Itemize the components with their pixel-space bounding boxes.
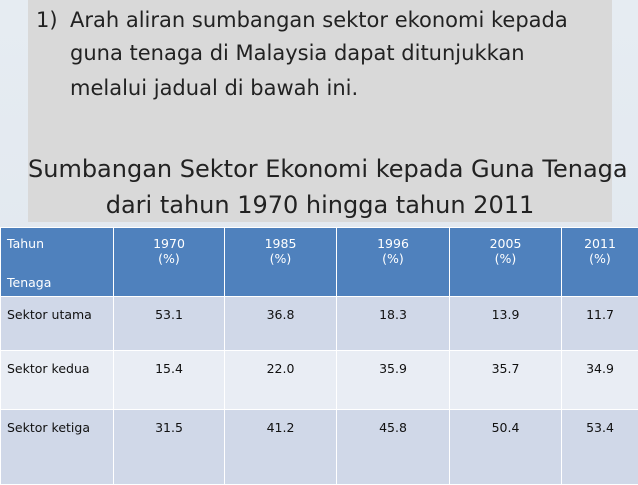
cell-value: 50.4 xyxy=(450,410,562,485)
cell-value: 41.2 xyxy=(225,410,337,485)
column-unit: (%) xyxy=(450,251,561,266)
column-header: 1970(%) xyxy=(114,228,225,297)
column-header: 2005(%) xyxy=(450,228,562,297)
cell-value: 11.7 xyxy=(562,297,638,351)
column-year: 2005 xyxy=(450,236,561,251)
column-year: 1970 xyxy=(114,236,224,251)
cell-value: 15.4 xyxy=(114,351,225,410)
cell-value: 36.8 xyxy=(225,297,337,351)
column-header: 1996(%) xyxy=(337,228,450,297)
column-header: 2011(%) xyxy=(562,228,638,297)
cell-value: 35.9 xyxy=(337,351,450,410)
cell-value: 31.5 xyxy=(114,410,225,485)
cell-value: 45.8 xyxy=(337,410,450,485)
cell-value: 53.1 xyxy=(114,297,225,351)
question-box xyxy=(28,0,612,222)
heading-line: Sumbangan Sektor Ekonomi kepada Guna Ten… xyxy=(28,155,612,183)
heading-line: dari tahun 1970 hingga tahun 2011 xyxy=(28,191,612,219)
row-label: Sektor kedua xyxy=(1,351,114,410)
column-unit: (%) xyxy=(337,251,449,266)
column-unit: (%) xyxy=(114,251,224,266)
question-line: melalui jadual di bawah ini. xyxy=(70,76,358,100)
column-unit: (%) xyxy=(225,251,336,266)
header-row: Tahun Tenaga 1970(%)1985(%)1996(%)2005(%… xyxy=(1,228,638,297)
row-label: Sektor utama xyxy=(1,297,114,351)
column-year: 1985 xyxy=(225,236,336,251)
column-unit: (%) xyxy=(562,251,638,266)
question-line: guna tenaga di Malaysia dapat ditunjukka… xyxy=(70,41,525,65)
corner-top: Tahun xyxy=(7,236,44,251)
question-number: 1) xyxy=(36,8,58,32)
row-label: Sektor ketiga xyxy=(1,410,114,485)
cell-value: 35.7 xyxy=(450,351,562,410)
column-header: 1985(%) xyxy=(225,228,337,297)
column-year: 1996 xyxy=(337,236,449,251)
corner-bottom: Tenaga xyxy=(7,275,51,290)
cell-value: 18.3 xyxy=(337,297,450,351)
corner-cell: Tahun Tenaga xyxy=(1,228,114,297)
cell-value: 22.0 xyxy=(225,351,337,410)
cell-value: 34.9 xyxy=(562,351,638,410)
column-year: 2011 xyxy=(562,236,638,251)
cell-value: 13.9 xyxy=(450,297,562,351)
cell-value: 53.4 xyxy=(562,410,638,485)
question-line: Arah aliran sumbangan sektor ekonomi kep… xyxy=(70,8,568,32)
data-table: Tahun Tenaga 1970(%)1985(%)1996(%)2005(%… xyxy=(0,227,638,485)
